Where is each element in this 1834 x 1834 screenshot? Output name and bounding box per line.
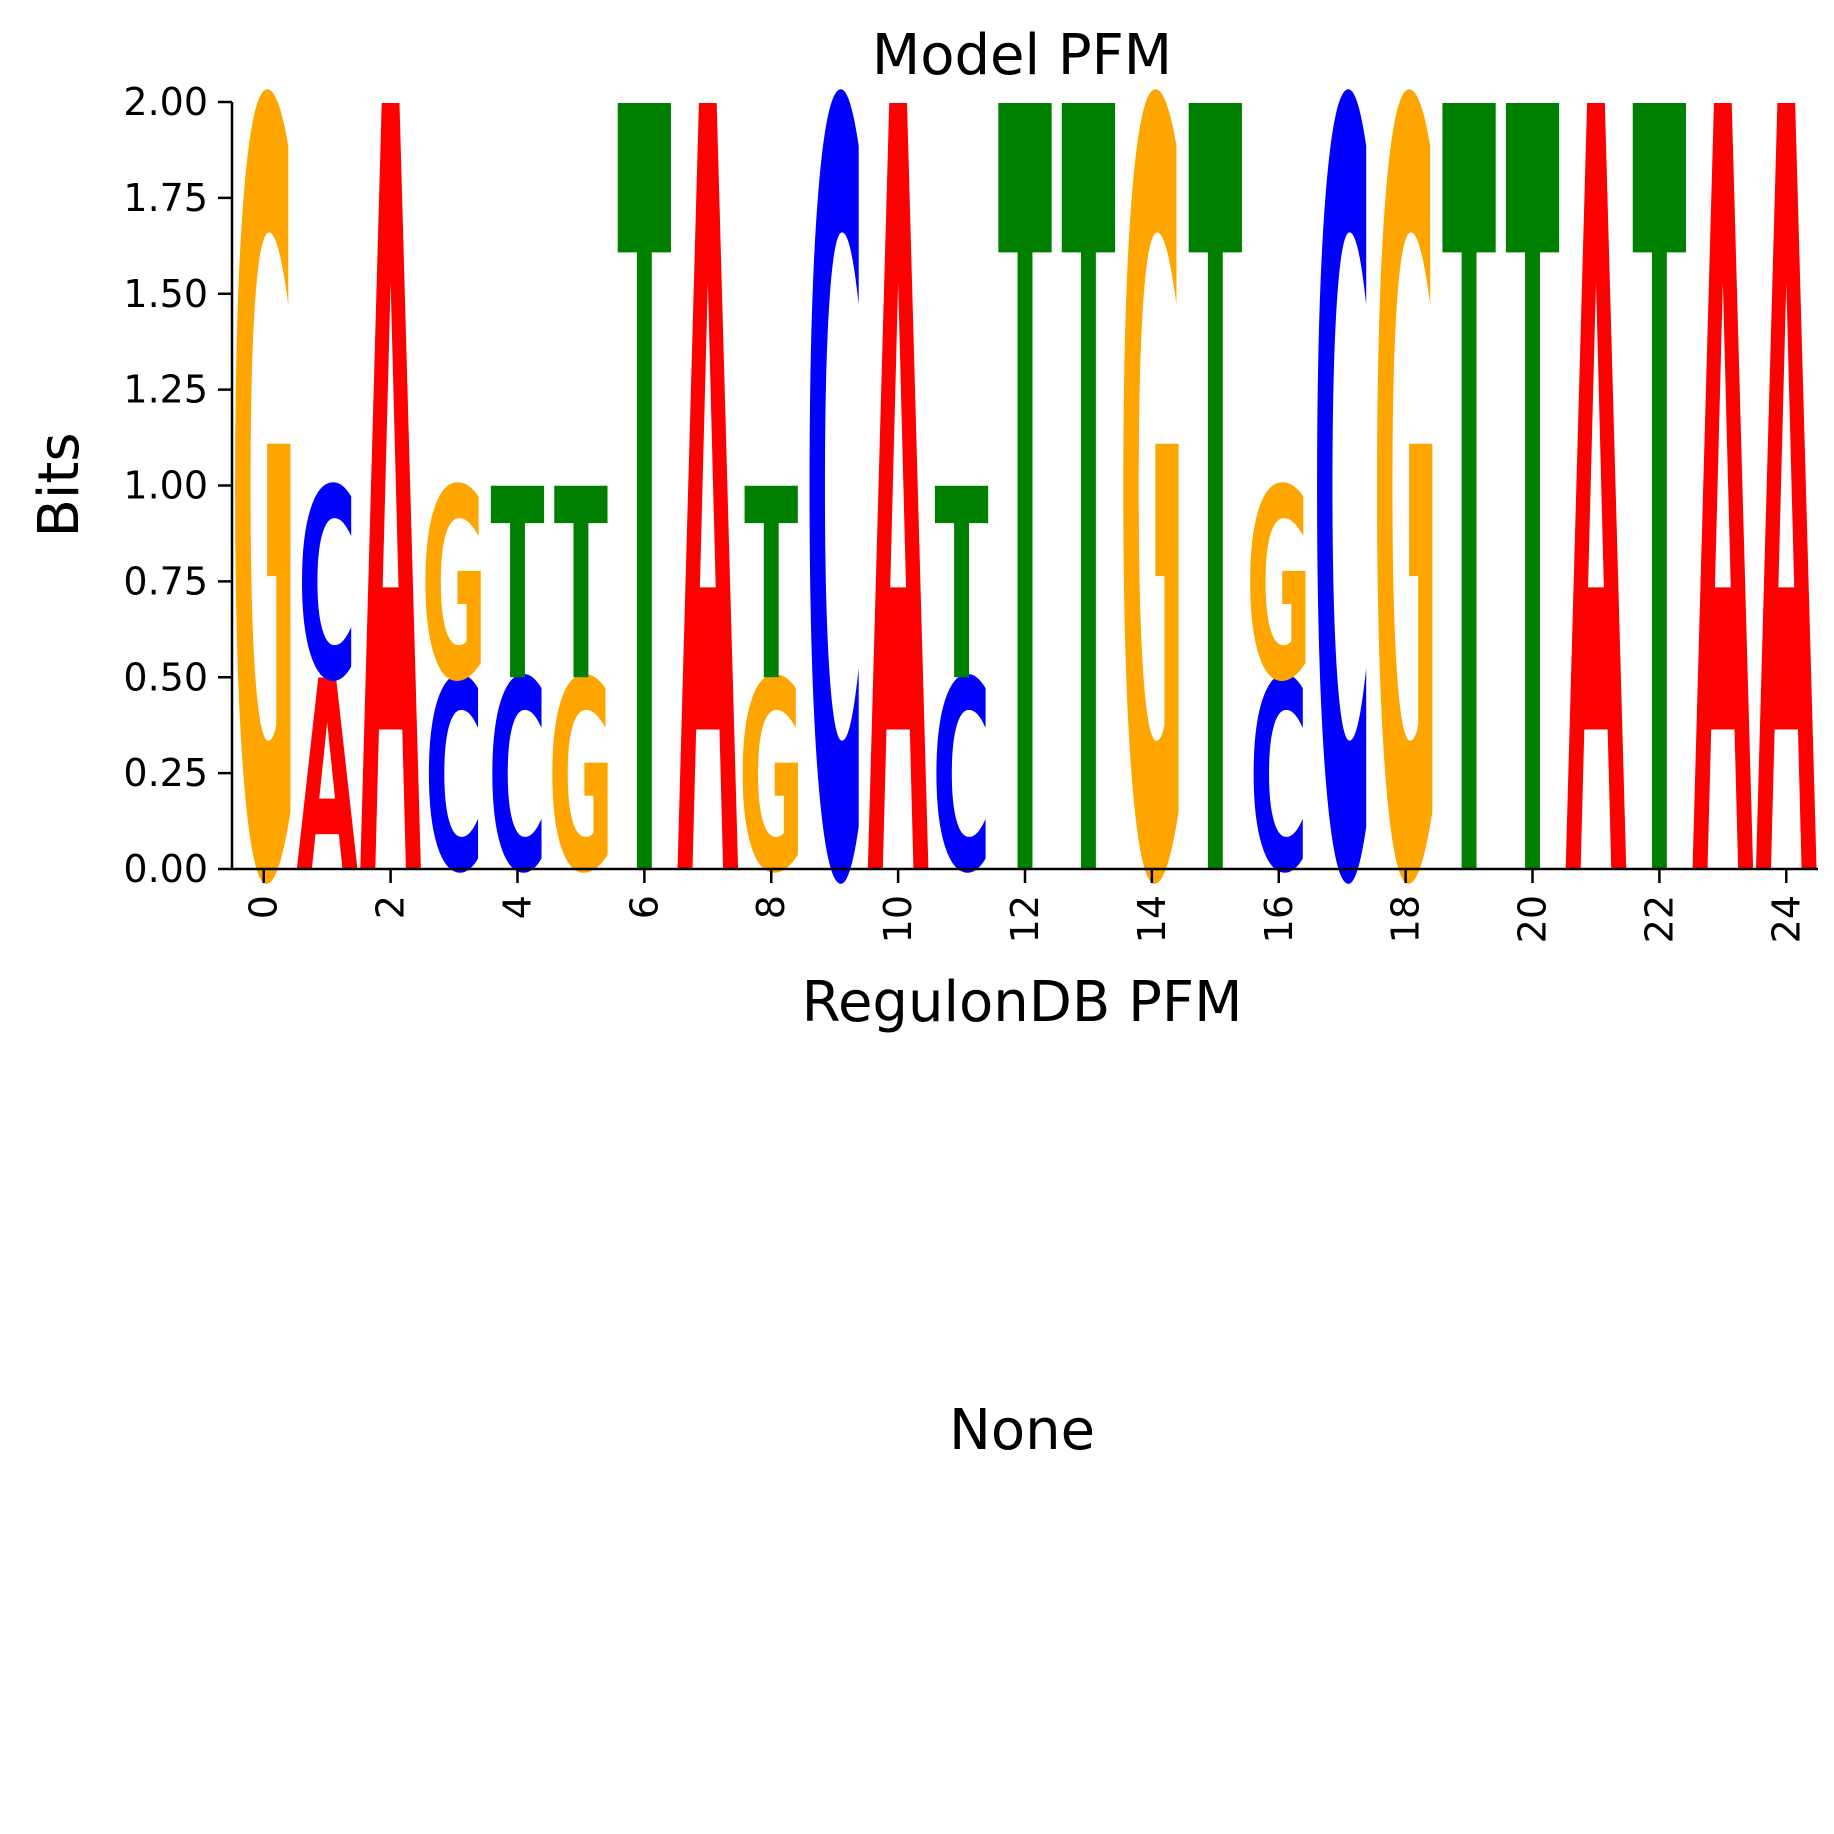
logo-letter-T-pos-6: T	[617, 0, 672, 1117]
y-tick-label: 1.50	[123, 272, 208, 316]
x-tick-label: 24	[1764, 895, 1808, 943]
logo-letter-C-pos-3: C	[425, 625, 483, 931]
logo-letter-T-pos-22: T	[1632, 0, 1687, 1117]
x-tick-label: 14	[1130, 895, 1174, 943]
y-tick-label: 2.00	[123, 80, 208, 124]
y-axis-ticks: 0.00 0.25 0.50 0.75 1.00 1.25 1.50 1.75 2.00	[123, 80, 232, 891]
x-tick-label: 20	[1511, 895, 1555, 943]
logo-letter-A-pos-10: A	[867, 0, 929, 1117]
logo-letter-G-pos-0: G	[231, 0, 296, 1117]
empty-chart-title: None	[949, 1398, 1095, 1463]
y-tick-label: 0.00	[123, 847, 208, 891]
logo-letter-T-pos-4: T	[490, 434, 544, 740]
x-axis-ticks: 0 2 4 6 8 10 12 14 16 18 20 22 24	[242, 869, 1808, 943]
chart-title: Model PFM	[872, 23, 1172, 88]
logo-letter-T-pos-13: T	[1061, 0, 1116, 1117]
logo-letter-C-pos-17: C	[1313, 0, 1371, 1117]
y-tick-label: 1.25	[123, 368, 208, 412]
x-tick-label: 10	[876, 895, 920, 943]
logo-letter-T-pos-20: T	[1505, 0, 1560, 1117]
logo-letter-G-pos-16: G	[1246, 434, 1311, 740]
logo-letter-A-pos-21: A	[1565, 0, 1627, 1117]
y-tick-label: 1.75	[123, 176, 208, 220]
logo-letter-G-pos-14: G	[1119, 0, 1184, 1117]
x-tick-label: 8	[749, 895, 793, 919]
logo-letter-G-pos-18: G	[1373, 0, 1438, 1117]
x-tick-label: 6	[622, 895, 666, 919]
logo-letter-G-pos-5: G	[548, 625, 613, 931]
logo-letter-A-pos-2: A	[360, 0, 422, 1117]
y-tick-label: 0.50	[123, 655, 208, 699]
logo-letter-T-pos-11: T	[935, 434, 989, 740]
x-tick-label: 16	[1257, 895, 1301, 943]
logo-letter-T-pos-5: T	[554, 434, 608, 740]
y-tick-label: 1.00	[123, 464, 208, 508]
x-axis-label: RegulonDB PFM	[802, 970, 1243, 1035]
logo-letter-C-pos-9: C	[806, 0, 864, 1117]
x-tick-label: 2	[369, 895, 413, 919]
x-tick-label: 4	[495, 895, 539, 919]
logo-letter-A-pos-23: A	[1692, 0, 1754, 1117]
logo-letter-C-pos-1: C	[298, 434, 356, 740]
logo-letter-G-pos-3: G	[421, 434, 486, 740]
x-tick-label: 12	[1003, 895, 1047, 943]
x-tick-label: 22	[1637, 895, 1681, 943]
x-tick-label: 18	[1384, 895, 1428, 943]
logo-letter-C-pos-11: C	[932, 625, 990, 931]
y-axis-label: Bits	[27, 432, 92, 537]
logo-letter-T-pos-15: T	[1188, 0, 1243, 1117]
logo-letter-T-pos-12: T	[998, 0, 1053, 1117]
logo-letter-T-pos-8: T	[744, 434, 798, 740]
y-tick-label: 0.75	[123, 559, 208, 603]
logo-letter-A-pos-7: A	[677, 0, 739, 1117]
regulondb-pfm-empty-chart: None	[949, 1398, 1095, 1463]
logo-letter-T-pos-19: T	[1442, 0, 1497, 1117]
logo-letter-A-pos-1: A	[296, 625, 357, 931]
logo-letter-A-pos-24: A	[1756, 0, 1818, 1117]
x-tick-label: 0	[242, 895, 286, 919]
y-tick-label: 0.25	[123, 751, 208, 795]
